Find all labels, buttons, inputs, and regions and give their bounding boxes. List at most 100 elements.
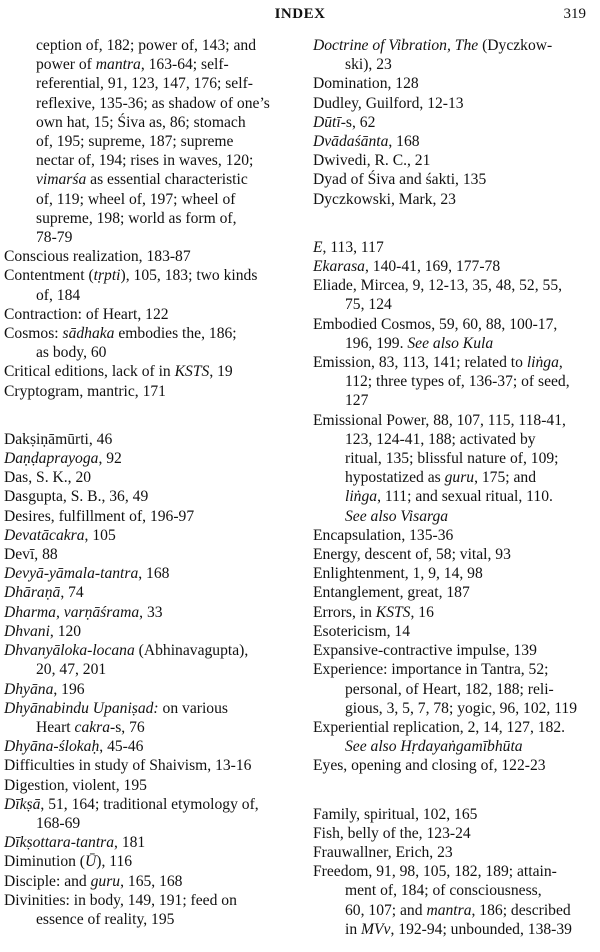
index-entry: Eliade, Mircea, 9, 12-13, 35, 48, 52, 55… (313, 276, 600, 314)
index-entry: Dyad of Śiva and śakti, 135 (313, 170, 600, 189)
entry-text: 168-69 (36, 814, 81, 832)
entry-text: Heart (36, 718, 75, 736)
entry-text: Enlightenment, 1, 9, 14, 98 (313, 565, 483, 583)
entry-line: Contraction: of Heart, 122 (4, 305, 296, 324)
entry-italic-text: guru (444, 469, 475, 487)
entry-italic-text: vimarśa (36, 171, 87, 189)
index-entry: Conscious realization, 183-87 (4, 247, 296, 266)
entry-line: E, 113, 117 (313, 238, 600, 257)
index-entry: Dhāraṇā, 74 (4, 583, 296, 602)
entry-text: 196, 199. (345, 334, 408, 352)
entry-text: Divinities: in body, 149, 191; feed on (4, 891, 237, 909)
entry-text: ception of, 182; power of, 143; and (36, 37, 256, 54)
entry-text: Disciple: and (4, 872, 91, 890)
entry-continuation-line: supreme, 198; world as form of, (4, 209, 296, 228)
entry-line: Cosmos: sādhaka embodies the, 186; (4, 324, 296, 343)
entry-text: of, 184 (36, 286, 81, 304)
entry-text: referential, 91, 123, 147, 176; self- (36, 75, 253, 93)
entry-text: , 175; and (474, 469, 537, 487)
letter-group-gap (4, 401, 296, 430)
entry-italic-text: MVv (361, 920, 391, 938)
entry-italic-text: Devatācakra (4, 526, 85, 544)
entry-line: Dharma, varṇāśrama, 33 (4, 603, 296, 622)
entry-continuation-line: of, 119; wheel of, 197; wheel of (4, 190, 296, 209)
entry-continuation-line: Heart cakra-s, 76 (4, 718, 296, 737)
entry-line: Fish, belly of the, 123-24 (313, 824, 600, 843)
entry-continuation-line: 168-69 (4, 814, 296, 833)
entry-text: Emission, 83, 113, 141; related to (313, 354, 527, 372)
entry-text: Difficulties in study of Shaivism, 13-16 (4, 757, 252, 775)
index-entry: Difficulties in study of Shaivism, 13-16 (4, 756, 296, 775)
index-entry: Disciple: and guru, 165, 168 (4, 872, 296, 891)
entry-continuation-line: 123, 124-41, 188; activated by (313, 430, 600, 449)
entry-text: Dyczkowski, Mark, 23 (313, 190, 456, 208)
entry-text: Freedom, 91, 98, 105, 182, 189; attain- (313, 863, 557, 881)
entry-line: Daṇḍaprayoga, 92 (4, 449, 296, 468)
entry-text: , 19 (209, 363, 233, 381)
entry-italic-text: Ū (85, 853, 97, 871)
index-entry: ception of, 182; power of, 143; and power… (4, 36, 296, 247)
entry-line: Dakṣiṇāmūrti, 46 (4, 430, 296, 449)
entry-line: Dyad of Śiva and śakti, 135 (313, 170, 600, 189)
entry-continuation-line: ritual, 135; blissful nature of, 109; (313, 449, 600, 468)
entry-line: Dhyāna-ślokaḥ, 45-46 (4, 737, 296, 756)
entry-italic-text: Ekarasa (313, 258, 365, 276)
index-entry: Digestion, violent, 195 (4, 776, 296, 795)
index-entry: Experience: importance in Tantra, 52; per… (313, 660, 600, 718)
index-entry: Dīkṣottara-tantra, 181 (4, 833, 296, 852)
index-entry: Dwivedi, R. C., 21 (313, 151, 600, 170)
entry-text: Digestion, violent, 195 (4, 776, 147, 794)
entry-text: Das, S. K., 20 (4, 469, 92, 487)
entry-line: Eliade, Mircea, 9, 12-13, 35, 48, 52, 55… (313, 276, 600, 295)
entry-text: reflexive, 135-36; as shadow of one’s (36, 94, 270, 112)
entry-italic-text: Daṇḍaprayoga (4, 450, 99, 468)
entry-line: Devī, 88 (4, 545, 296, 564)
entry-text: , 16 (410, 603, 434, 621)
entry-text: , 186; described (471, 901, 571, 919)
entry-text: , 92 (98, 450, 122, 468)
entry-text: own hat, 15; Śiva as, 86; stomach (36, 113, 246, 131)
entry-continuation-line: of, 184 (4, 286, 296, 305)
index-entry: Dūtī-s, 62 (313, 113, 600, 132)
entry-text: Family, spiritual, 102, 165 (313, 805, 478, 823)
index-entry: Devatācakra, 105 (4, 526, 296, 545)
index-entry: Dharma, varṇāśrama, 33 (4, 603, 296, 622)
entry-text: , 120 (49, 622, 82, 640)
entry-text: -s, 62 (340, 113, 376, 131)
index-entry: Emission, 83, 113, 141; related to liṅga… (313, 353, 600, 411)
entry-continuation-line: gious, 3, 5, 7, 78; yogic, 96, 102, 119 (313, 699, 600, 718)
index-entry: Diminution (Ū), 116 (4, 852, 296, 871)
entry-text: Cryptogram, mantric, 171 (4, 382, 166, 400)
entry-text: ), 105, 183; two kinds (120, 267, 258, 285)
entry-line: Dasgupta, S. B., 36, 49 (4, 487, 296, 506)
entry-line: Eyes, opening and closing of, 122-23 (313, 756, 600, 775)
entry-italic-text: Dīkṣā (4, 795, 41, 813)
entry-italic-text: Dharma, varṇāśrama (4, 603, 140, 621)
entry-line: Digestion, violent, 195 (4, 776, 296, 795)
entry-continuation-line: 75, 124 (313, 295, 600, 314)
index-entry: Contentment (tṛpti), 105, 183; two kinds… (4, 266, 296, 304)
entry-continuation-line: as body, 60 (4, 343, 296, 362)
entry-italic-text: Dhyānabindu Upaniṣad: (4, 699, 159, 717)
entry-text: Experiential replication, 2, 14, 127, 18… (313, 718, 566, 736)
index-entry: Critical editions, lack of in KSTS, 19 (4, 362, 296, 381)
entry-text: Emissional Power, 88, 107, 115, 118-41, (313, 411, 566, 429)
entry-text: Eyes, opening and closing of, 122-23 (313, 757, 546, 775)
index-entry: E, 113, 117 (313, 238, 600, 257)
index-entry: Doctrine of Vibration, The (Dyczkow-ski)… (313, 36, 600, 74)
index-entry: Dhyānabindu Upaniṣad: on various Heart ca… (4, 699, 296, 737)
entry-text: Frauwallner, Erich, 23 (313, 843, 453, 861)
entry-text: (Abhinavagupta), (134, 642, 249, 660)
entry-line: Critical editions, lack of in KSTS, 19 (4, 362, 296, 381)
entry-text: Fish, belly of the, 123-24 (313, 824, 471, 842)
entry-continuation-line: of, 195; supreme, 187; supreme (4, 132, 296, 151)
entry-text: , (558, 354, 563, 372)
entry-line: Dhyānabindu Upaniṣad: on various (4, 699, 296, 718)
index-entry: Dakṣiṇāmūrti, 46 (4, 430, 296, 449)
entry-text: 123, 124-41, 188; activated by (345, 430, 536, 448)
entry-italic-text: mantra (95, 56, 141, 74)
index-entry: Domination, 128 (313, 74, 600, 93)
entry-text: Entanglement, great, 187 (313, 584, 470, 602)
entry-text: supreme, 198; world as form of, (36, 209, 237, 227)
entry-line: Disciple: and guru, 165, 168 (4, 872, 296, 891)
